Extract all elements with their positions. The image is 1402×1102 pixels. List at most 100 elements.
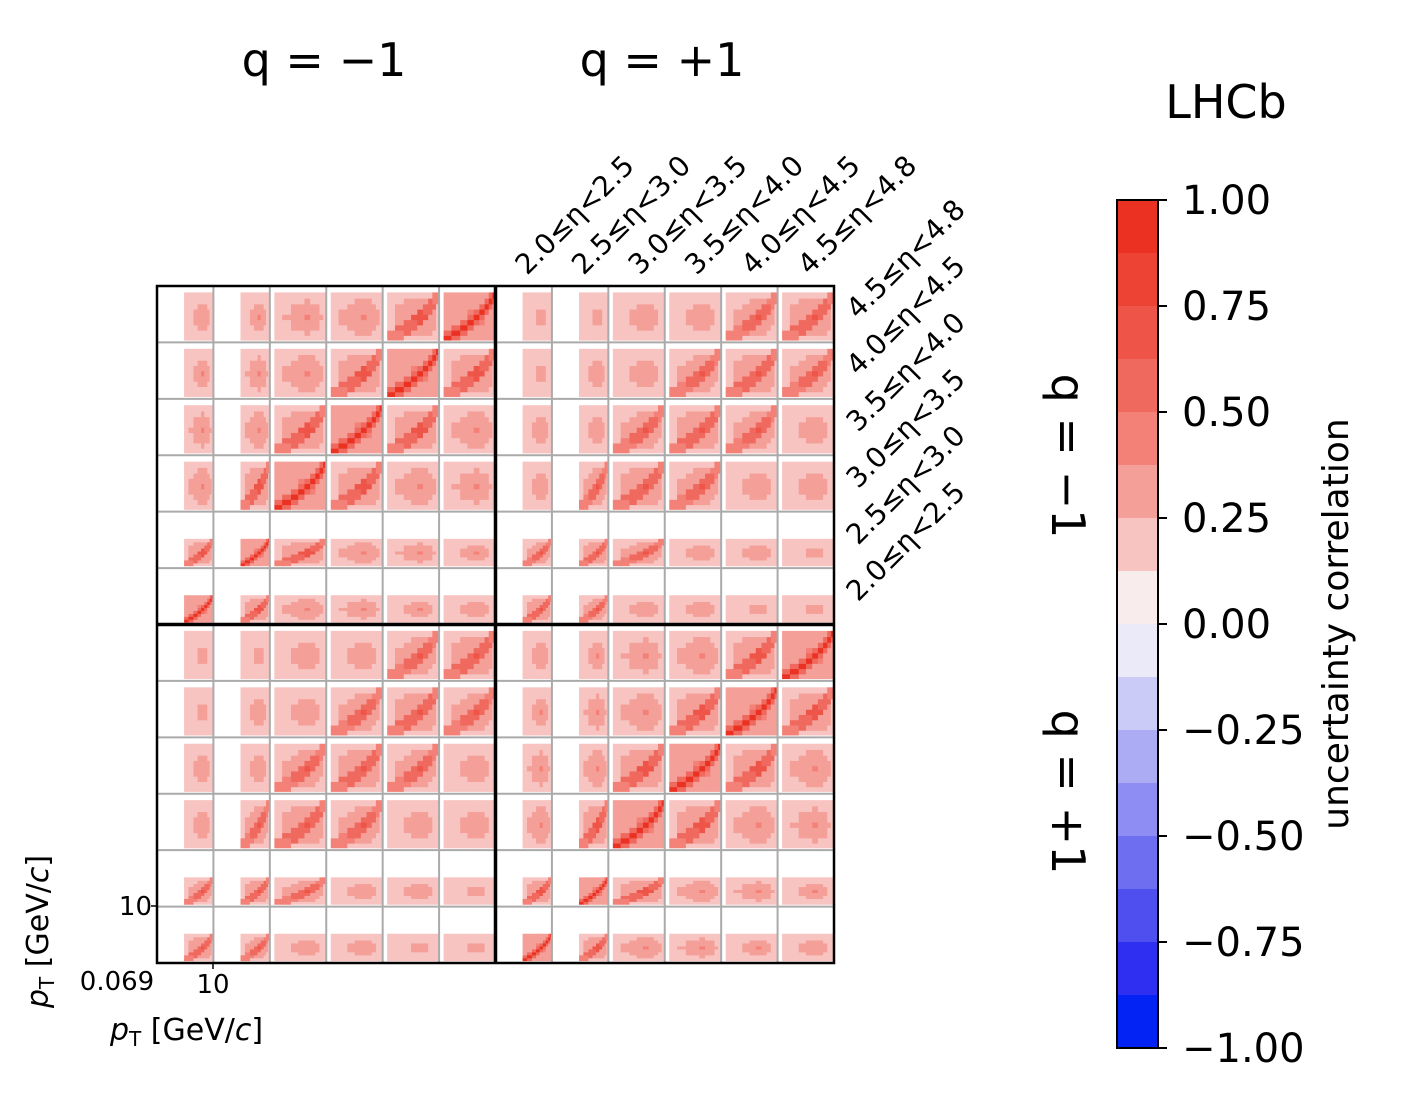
heatmap-cell xyxy=(798,309,807,316)
heatmap-cell xyxy=(629,438,638,444)
heatmap-cell xyxy=(193,405,198,412)
heatmap-cell xyxy=(629,542,638,546)
heatmap-cell xyxy=(661,366,666,372)
heatmap-cell xyxy=(612,298,622,305)
heatmap-cell xyxy=(770,560,775,564)
heatmap-cell xyxy=(204,461,208,469)
heatmap-cell xyxy=(705,554,711,558)
heatmap-cell xyxy=(827,298,832,305)
heatmap-cell xyxy=(315,467,320,474)
heatmap-cell xyxy=(798,405,807,412)
heatmap-cell xyxy=(604,371,607,377)
heatmap-cell xyxy=(658,542,663,546)
heatmap-cell xyxy=(417,360,424,367)
heatmap-cell xyxy=(375,557,380,561)
heatmap-cell xyxy=(705,443,711,450)
heatmap-cell xyxy=(812,325,819,332)
heatmap-cell xyxy=(249,314,255,321)
heatmap-cell xyxy=(602,292,605,300)
heatmap-cell xyxy=(479,392,485,397)
heatmap-cell xyxy=(629,467,638,474)
heatmap-cell xyxy=(193,298,198,305)
heatmap-cell xyxy=(725,448,734,454)
heatmap-cell xyxy=(319,405,324,412)
heatmap-cell xyxy=(260,392,265,397)
heatmap-cell xyxy=(330,405,339,412)
heatmap-cell xyxy=(193,392,198,397)
heatmap-cell xyxy=(693,325,700,332)
heatmap-cell xyxy=(522,381,528,388)
heatmap-cell xyxy=(766,473,772,480)
heatmap-cell xyxy=(583,545,589,549)
heatmap-cell xyxy=(592,314,597,321)
heatmap-cell xyxy=(718,304,722,310)
heatmap-cell xyxy=(742,557,750,561)
heatmap-cell xyxy=(612,448,622,454)
heatmap-cell xyxy=(244,542,251,546)
heatmap-cell xyxy=(827,551,832,555)
heatmap-cell xyxy=(263,376,267,383)
heatmap-cell xyxy=(422,376,429,383)
heatmap-cell xyxy=(354,366,362,372)
heatmap-cell xyxy=(266,551,269,555)
heatmap-cell xyxy=(685,563,694,567)
heatmap-cell xyxy=(188,325,194,332)
heatmap-cell xyxy=(620,320,630,326)
heatmap-cell xyxy=(548,563,551,567)
heatmap-cell xyxy=(536,432,540,439)
heatmap-cell xyxy=(354,325,362,332)
heatmap-cell xyxy=(488,335,493,341)
heatmap-cell xyxy=(319,478,324,485)
heatmap-cell xyxy=(583,467,589,474)
heatmap-cell xyxy=(428,484,433,490)
heatmap-cell xyxy=(488,330,493,337)
heatmap-cell xyxy=(411,304,418,310)
heatmap-cell xyxy=(661,505,666,510)
heatmap-cell xyxy=(755,432,762,439)
heatmap-cell xyxy=(685,292,694,300)
panel-4-11 xyxy=(777,511,834,569)
heatmap-cell xyxy=(805,551,813,555)
heatmap-cell xyxy=(761,443,768,450)
heatmap-cell xyxy=(677,432,687,439)
heatmap-cell xyxy=(548,335,551,341)
heatmap-cell xyxy=(830,360,834,367)
heatmap-cell xyxy=(310,548,316,552)
heatmap-cell xyxy=(612,545,622,549)
heatmap-cell xyxy=(636,360,644,367)
heatmap-cell xyxy=(290,548,299,552)
heatmap-cell xyxy=(599,360,603,367)
heatmap-cell xyxy=(774,309,778,316)
heatmap-cell xyxy=(817,387,824,393)
heatmap-cell xyxy=(677,427,687,434)
heatmap-cell xyxy=(596,545,600,549)
heatmap-cell xyxy=(522,484,528,490)
heatmap-cell xyxy=(588,461,593,469)
heatmap-cell xyxy=(422,538,429,543)
heatmap-cell xyxy=(338,478,348,485)
heatmap-cell xyxy=(354,348,362,356)
heatmap-cell xyxy=(823,473,828,480)
heatmap-cell xyxy=(642,560,650,564)
heatmap-cell xyxy=(685,330,694,337)
heatmap-cell xyxy=(805,330,813,337)
heatmap-cell xyxy=(548,557,551,561)
heatmap-cell xyxy=(789,348,800,356)
heatmap-cell xyxy=(204,376,208,383)
heatmap-cell xyxy=(677,473,687,480)
heatmap-cell xyxy=(290,557,299,561)
heatmap-cell xyxy=(658,484,663,490)
heatmap-cell xyxy=(725,427,734,434)
heatmap-cell xyxy=(435,422,440,429)
heatmap-cell xyxy=(479,360,485,367)
heatmap-cell xyxy=(249,542,255,546)
heatmap-cell xyxy=(282,417,292,423)
heatmap-cell xyxy=(207,405,211,412)
heatmap-cell xyxy=(782,314,791,321)
heatmap-cell xyxy=(526,387,533,393)
heatmap-cell xyxy=(338,304,348,310)
heatmap-cell xyxy=(451,563,461,567)
heatmap-cell xyxy=(319,360,324,367)
heatmap-cell xyxy=(240,473,246,480)
heatmap-cell xyxy=(473,557,480,561)
